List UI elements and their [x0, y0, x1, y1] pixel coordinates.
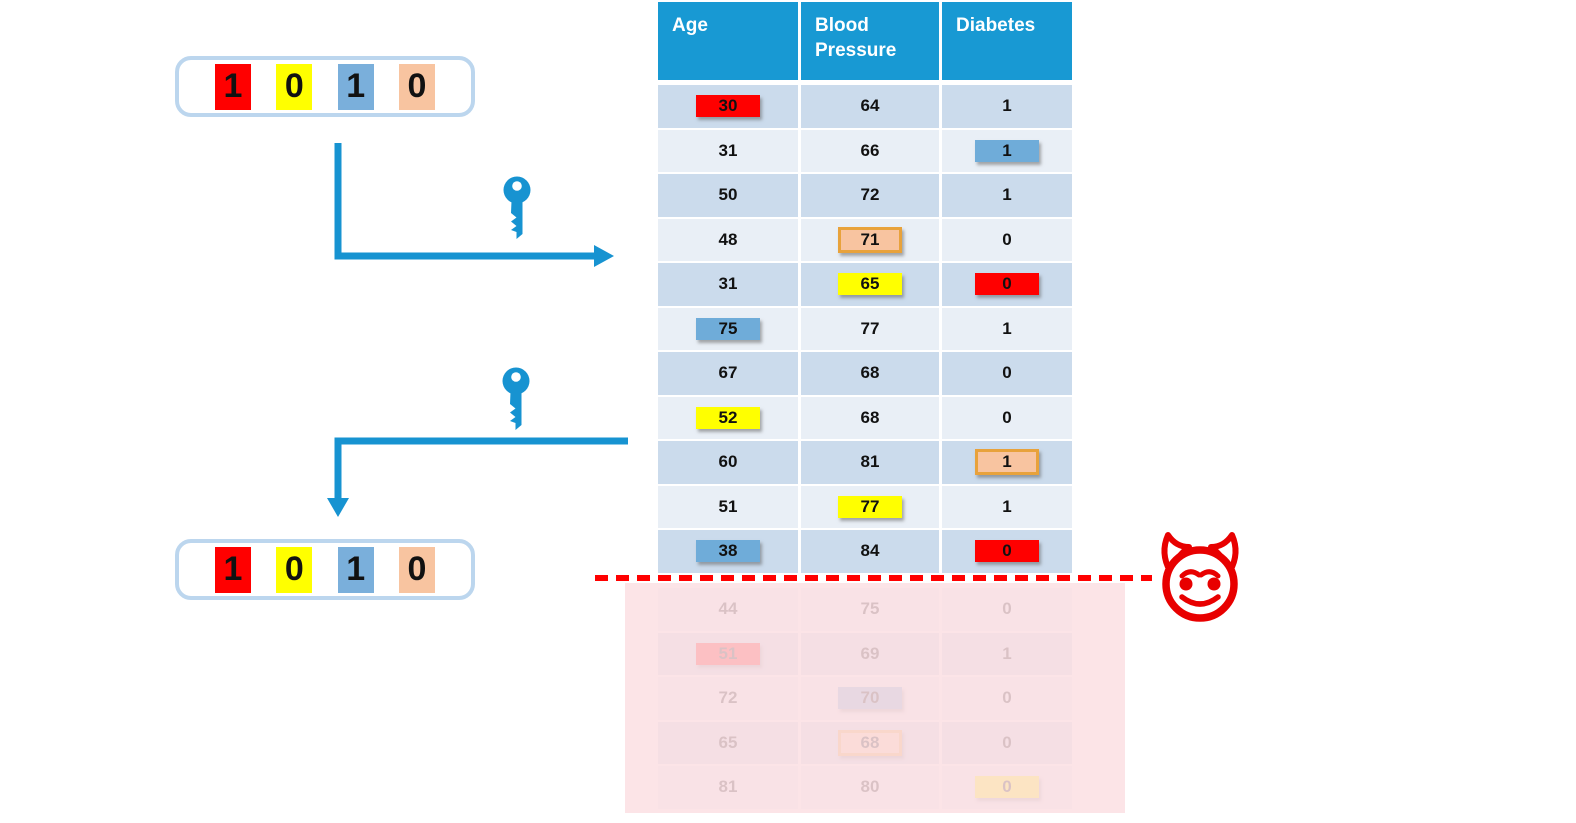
table-cell: 75 [658, 307, 798, 350]
highlight-yellow: 52 [696, 406, 760, 429]
encode-arrowhead-icon [594, 245, 614, 267]
table-body: 30 64 1 31 66 1 50 72 1 48 71 0 31 65 0 75 77 1 67 68 0 52 68 0… [658, 85, 1072, 573]
table-cell: 1 [942, 307, 1072, 350]
highlight-red: 0 [975, 540, 1039, 563]
key-icon [503, 176, 531, 239]
table-cell: 50 [658, 174, 798, 217]
table-cell: 0 [942, 766, 1072, 809]
highlight-blue: 75 [696, 317, 760, 340]
decode-arrowhead-icon [327, 498, 349, 517]
table-cell: 77 [801, 485, 939, 528]
table-cell: 52 [658, 396, 798, 439]
highlight-red: 30 [696, 95, 760, 118]
table-cell: 80 [801, 766, 939, 809]
table-cell: 51 [658, 485, 798, 528]
table-cell: 0 [942, 396, 1072, 439]
table-cell: 64 [801, 85, 939, 128]
table-cell: 30 [658, 85, 798, 128]
table-cell: 38 [658, 530, 798, 573]
table-cell: 0 [942, 218, 1072, 261]
code-digit-blue: 1 [337, 546, 374, 593]
table-cell: 69 [801, 632, 939, 675]
table-cell: 44 [658, 588, 798, 631]
cutoff-dashed-line [595, 575, 1152, 581]
table-cell: 0 [942, 721, 1072, 764]
highlight-blue: 38 [696, 540, 760, 563]
table-cell: 31 [658, 263, 798, 306]
decode-arrow [334, 437, 628, 498]
code-digit-peach: 0 [398, 63, 435, 110]
encode-arrow [334, 143, 594, 260]
table-cell: 68 [801, 352, 939, 395]
table-cell: 1 [942, 632, 1072, 675]
code-digit-peach: 0 [398, 546, 435, 593]
code-digit-yellow: 0 [276, 63, 313, 110]
table-cell: 72 [801, 174, 939, 217]
table-cell: 0 [942, 530, 1072, 573]
table-cell: 51 [658, 632, 798, 675]
highlight-red: 51 [696, 642, 760, 665]
table-cell: 65 [801, 263, 939, 306]
table-cell: 72 [658, 677, 798, 720]
highlight-blue: 1 [975, 139, 1039, 162]
table-cell: 0 [942, 263, 1072, 306]
key-icon [502, 367, 530, 430]
highlight-peach: 71 [838, 226, 902, 253]
highlight-peach: 1 [975, 449, 1039, 476]
table-cell: 60 [658, 441, 798, 484]
table-cell: 0 [942, 352, 1072, 395]
highlight-yellow: 0 [975, 776, 1039, 799]
table-header: Age Blood Pressure Diabetes [658, 2, 1072, 80]
highlight-yellow: 65 [838, 273, 902, 296]
table-cell: 81 [801, 441, 939, 484]
table-cell: 1 [942, 441, 1072, 484]
table-cell: 65 [658, 721, 798, 764]
highlight-yellow: 77 [838, 495, 902, 518]
table-cell: 81 [658, 766, 798, 809]
table-body-faded: 44 75 0 51 69 1 72 70 0 65 68 0 81 80 0 [658, 588, 1072, 809]
column-header-diabetes: Diabetes [942, 2, 1072, 80]
table-cell: 1 [942, 174, 1072, 217]
table-cell: 68 [801, 721, 939, 764]
table-cell: 0 [942, 588, 1072, 631]
highlight-red: 0 [975, 273, 1039, 296]
highlight-peach: 68 [838, 729, 902, 756]
table-cell: 1 [942, 129, 1072, 172]
table-cell: 48 [658, 218, 798, 261]
table-cell: 31 [658, 129, 798, 172]
table-cell: 84 [801, 530, 939, 573]
table-cell: 75 [801, 588, 939, 631]
table-cell: 66 [801, 129, 939, 172]
table-cell: 70 [801, 677, 939, 720]
code-digit-blue: 1 [337, 63, 374, 110]
table-cell: 71 [801, 218, 939, 261]
devil-face-icon [1161, 532, 1239, 622]
table-cell: 0 [942, 677, 1072, 720]
column-header-age: Age [658, 2, 798, 80]
table-cell: 77 [801, 307, 939, 350]
highlight-blue: 70 [838, 687, 902, 710]
table-cell: 67 [658, 352, 798, 395]
column-header-blood-pressure: Blood Pressure [801, 2, 939, 80]
table-cell: 1 [942, 85, 1072, 128]
code-digit-yellow: 0 [276, 546, 313, 593]
code-digit-red: 1 [215, 63, 251, 110]
code-digit-red: 1 [215, 546, 251, 593]
table-cell: 68 [801, 396, 939, 439]
table-cell: 1 [942, 485, 1072, 528]
